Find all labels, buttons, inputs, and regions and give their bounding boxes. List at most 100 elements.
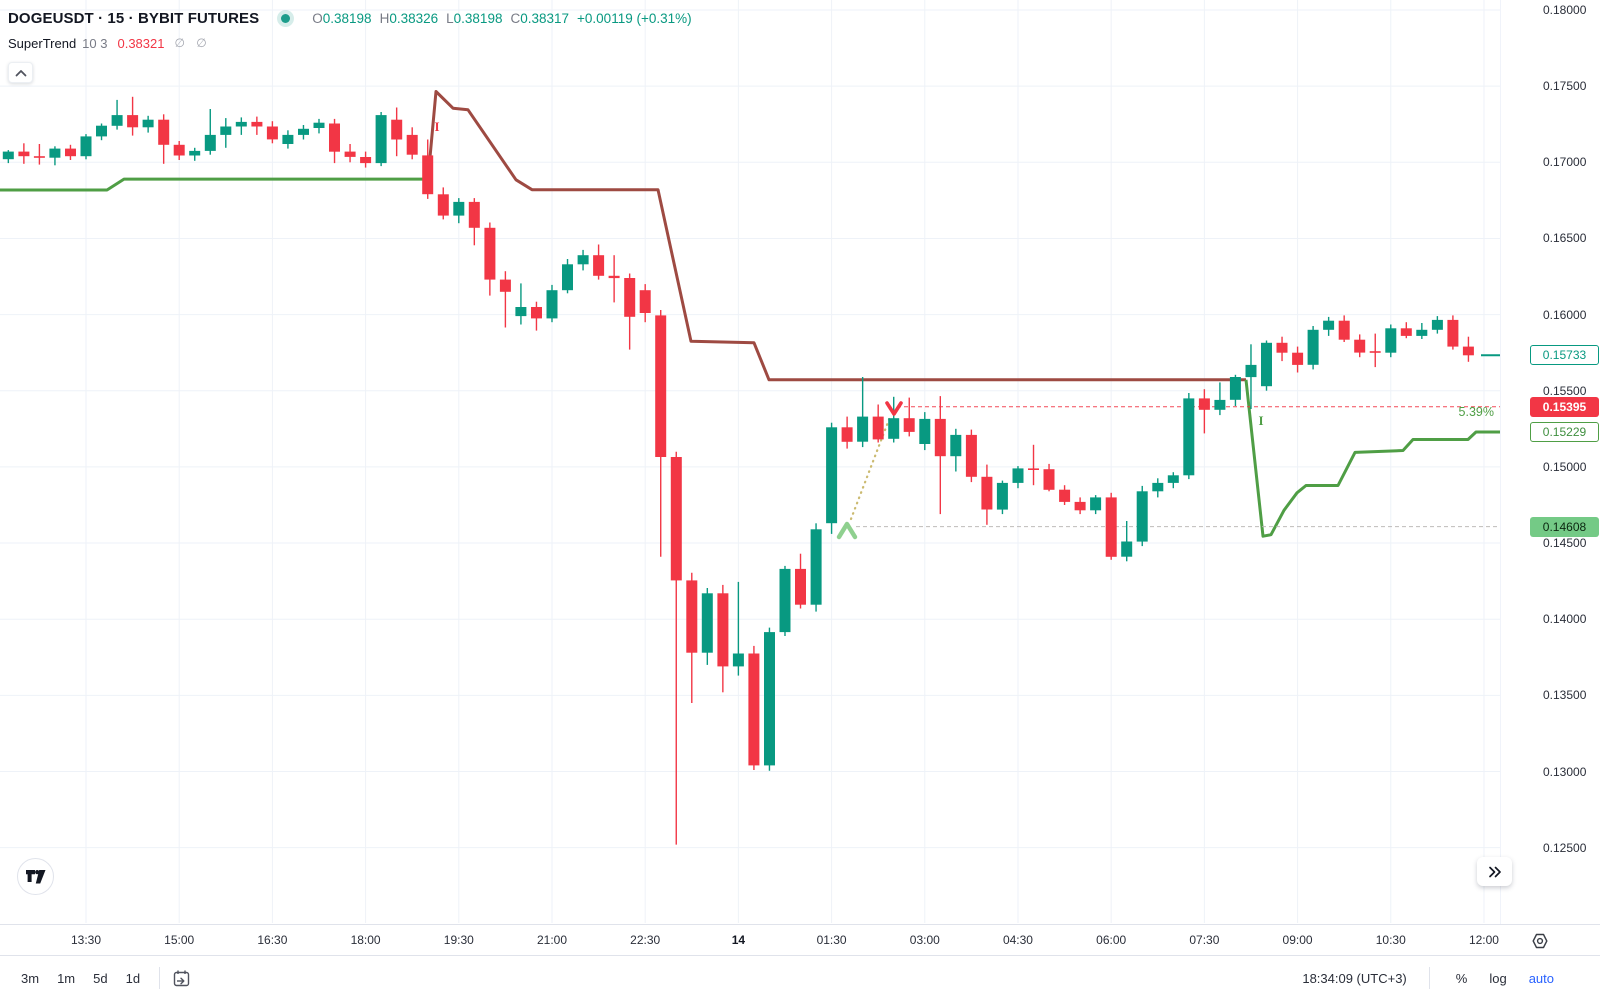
candle-body (841, 427, 853, 442)
candle-body (593, 255, 605, 276)
candle-body (686, 580, 698, 653)
price-level-tag[interactable]: 0.15395 (1530, 396, 1599, 417)
axis-settings-group: 18:34:09 (UTC+3) % log auto (1302, 967, 1600, 989)
candle-body (1012, 468, 1024, 483)
candle-body (1245, 364, 1257, 378)
time-axis-label: 10:30 (1375, 933, 1406, 947)
candle-body (857, 416, 869, 442)
chevron-up-icon (15, 69, 26, 76)
price-axis[interactable]: 0.18000 0.17500 0.17000 0.16500 0.16000 0.155… (1500, 0, 1600, 925)
sell-signal-icon[interactable] (885, 401, 903, 416)
collapse-legend-button[interactable] (8, 62, 33, 83)
order-marker[interactable]: I (1258, 413, 1263, 428)
candle-body (1152, 482, 1164, 492)
candle-body (251, 121, 263, 127)
time-axis-label: 15:00 (164, 933, 195, 947)
candle-body (1059, 489, 1071, 502)
candle-body (1416, 329, 1428, 336)
candle-body (810, 529, 822, 605)
candle-body (468, 201, 480, 228)
price-axis-label: 0.16500 (1543, 231, 1587, 246)
candle-body (1400, 328, 1412, 336)
interval-button-3m[interactable]: 3m (21, 970, 40, 986)
market-status-icon[interactable] (281, 13, 291, 23)
candle-body (779, 568, 791, 633)
price-level-tag[interactable]: 0.15229 (1530, 422, 1599, 443)
candle-body (670, 457, 682, 581)
buy-signal-icon[interactable] (836, 521, 858, 540)
candle-body (888, 418, 900, 439)
percent-scale-button[interactable]: % (1455, 970, 1468, 986)
expand-panel-button[interactable] (1477, 857, 1512, 886)
time-axis-settings-icon[interactable] (1531, 932, 1549, 950)
price-level-tag[interactable]: 0.14608 (1530, 516, 1599, 537)
interval-button-5d[interactable]: 5d (93, 970, 108, 986)
go-to-date-icon[interactable] (172, 969, 191, 988)
chart-canvas[interactable]: II (0, 0, 1500, 925)
price-axis-label: 0.13500 (1543, 688, 1587, 703)
open-value: 0.38198 (322, 10, 372, 26)
candle-body (18, 151, 30, 157)
bottom-toolbar: 3m 1m 5d 1d 18:34:09 (UTC+3) % log auto (0, 955, 1600, 1000)
profit-percent-badge: 5.39% (1458, 405, 1494, 419)
price-axis-label: 0.15000 (1543, 459, 1587, 474)
candle-body (220, 126, 232, 135)
time-axis-label: 19:30 (443, 933, 474, 947)
candle-body (484, 227, 496, 280)
log-scale-button[interactable]: log (1489, 970, 1507, 986)
interval-button-1d[interactable]: 1d (125, 970, 141, 986)
tradingview-logo[interactable] (17, 858, 54, 895)
candle-body (950, 434, 962, 457)
candle-body (639, 290, 651, 313)
price-axis-label: 0.14500 (1543, 536, 1587, 551)
time-axis-label: 12:00 (1468, 933, 1499, 947)
time-axis-label: 04:30 (1002, 933, 1033, 947)
candle-body (1214, 399, 1226, 410)
candle-body (655, 315, 667, 457)
clock-timezone[interactable]: 18:34:09 (UTC+3) (1302, 970, 1407, 986)
candle-body (282, 134, 294, 144)
close-value: 0.38317 (520, 10, 570, 26)
candle-body (1447, 319, 1459, 347)
price-axis-label: 0.15500 (1543, 383, 1587, 398)
candle-body (1198, 398, 1210, 410)
candle-body (1028, 468, 1039, 470)
symbol-title[interactable]: DOGEUSDT · 15 · BYBIT FUTURES (8, 9, 260, 27)
candle-body (1354, 339, 1366, 353)
candle-body (965, 434, 977, 477)
high-value: 0.38326 (389, 10, 439, 26)
low-value: 0.38198 (453, 10, 503, 26)
order-marker[interactable]: I (434, 119, 439, 134)
candle-body (49, 148, 61, 158)
indicator-name[interactable]: SuperTrend (8, 35, 77, 51)
chart-legend: DOGEUSDT · 15 · BYBIT FUTURES O 0.38198 … (8, 6, 692, 83)
auto-scale-button[interactable]: auto (1528, 970, 1554, 986)
candle-body (717, 593, 729, 667)
candle-body (1276, 342, 1288, 353)
candle-body (422, 155, 434, 195)
indicator-flags: ∅ ∅ (174, 36, 211, 50)
candle-body (235, 121, 247, 127)
interval-button-1m[interactable]: 1m (57, 970, 76, 986)
candle-body (499, 279, 511, 292)
time-axis[interactable]: 13:30 15:00 16:30 18:00 19:30 21:00 22:30 14 01:… (0, 924, 1600, 955)
supertrend-line (0, 90, 1500, 538)
candle-body (981, 476, 993, 510)
trade-connector-line (849, 415, 892, 521)
candle-body (375, 115, 387, 164)
candle-body (872, 416, 884, 440)
candle-body (329, 123, 340, 152)
price-axis-label: 0.16000 (1543, 307, 1587, 322)
time-axis-label: 14 (731, 933, 746, 947)
candle-body (1369, 351, 1381, 353)
grid-lines (0, 0, 1500, 923)
candle-body (142, 119, 154, 128)
candle-body (1090, 497, 1102, 511)
candle-body (158, 119, 170, 145)
time-axis-label: 01:30 (816, 933, 847, 947)
candle-body (2, 151, 14, 160)
indicator-params: 10 3 (82, 35, 108, 51)
last-price-tag[interactable]: 0.15733 (1530, 345, 1599, 366)
